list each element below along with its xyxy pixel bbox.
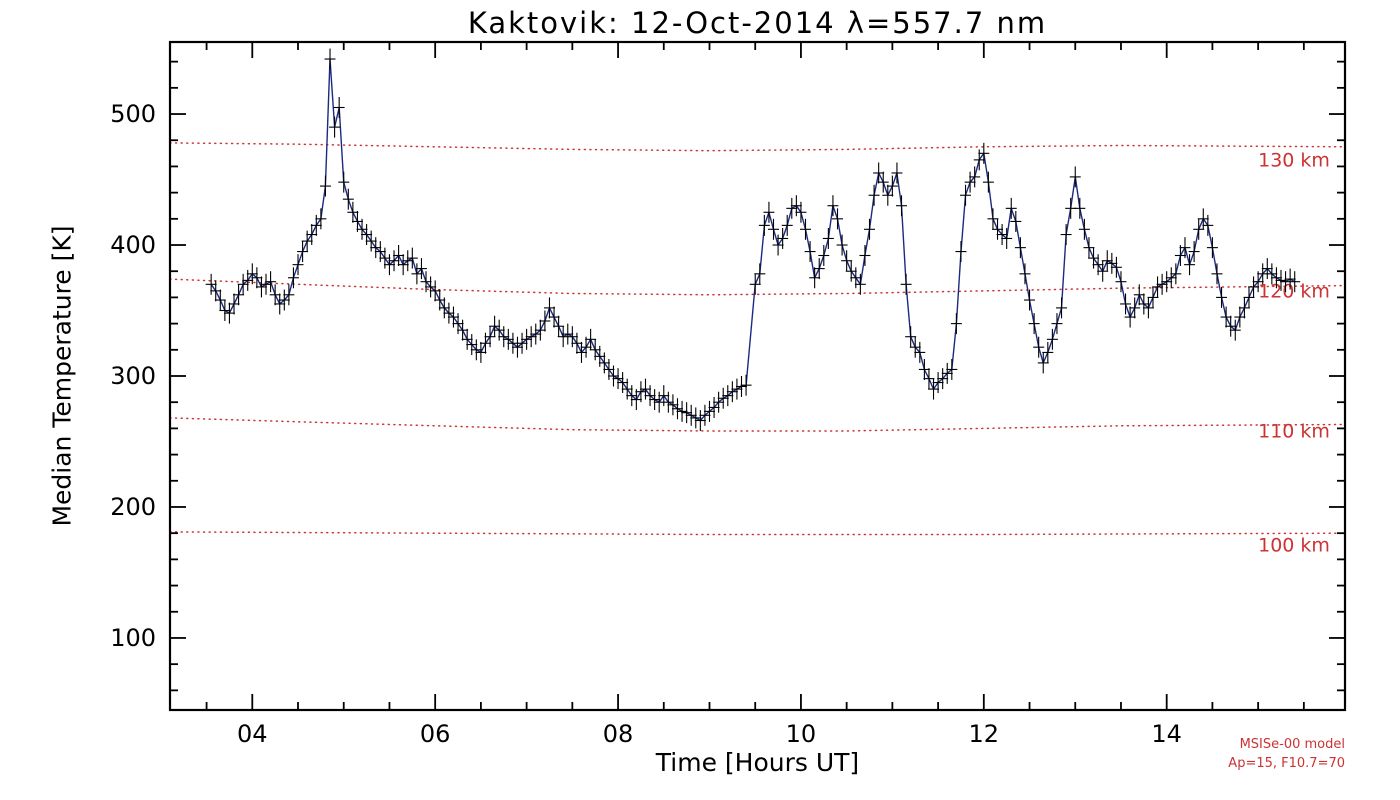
x-tick-label: 10 bbox=[786, 720, 817, 748]
model-annotation: MSISe-00 model Ap=15, F10.7=70 bbox=[1228, 736, 1345, 774]
x-tick-label: 06 bbox=[420, 720, 451, 748]
model-annotation-line1: MSISe-00 model bbox=[1239, 737, 1345, 752]
y-tick-label: 400 bbox=[110, 231, 156, 259]
x-tick-label: 08 bbox=[603, 720, 634, 748]
x-axis-label: Time [Hours UT] bbox=[655, 748, 860, 777]
x-tick-label: 14 bbox=[1151, 720, 1182, 748]
model-line-100-km bbox=[169, 531, 1346, 536]
y-tick-label: 300 bbox=[110, 362, 156, 390]
model-line-110-km bbox=[169, 417, 1346, 432]
model-line-label: 130 km bbox=[1258, 149, 1330, 171]
model-line-label: 120 km bbox=[1258, 280, 1330, 302]
ticks bbox=[170, 42, 1345, 710]
model-line-label: 110 km bbox=[1258, 421, 1330, 443]
model-line-120-km bbox=[169, 278, 1346, 296]
chart-title: Kaktovik: 12-Oct-2014 λ=557.7 nm bbox=[467, 6, 1048, 40]
axes-frame bbox=[168, 40, 1347, 712]
x-tick-label: 12 bbox=[969, 720, 1000, 748]
model-line-label: 100 km bbox=[1258, 535, 1330, 557]
data-line bbox=[210, 58, 1296, 422]
model-annotation-line2: Ap=15, F10.7=70 bbox=[1228, 755, 1345, 771]
y-tick-label: 200 bbox=[110, 493, 156, 521]
y-tick-label: 500 bbox=[110, 100, 156, 128]
model-line-130-km bbox=[169, 142, 1346, 152]
error-bars bbox=[205, 48, 1301, 432]
y-tick-label: 100 bbox=[110, 624, 156, 652]
x-tick-label: 04 bbox=[237, 720, 268, 748]
